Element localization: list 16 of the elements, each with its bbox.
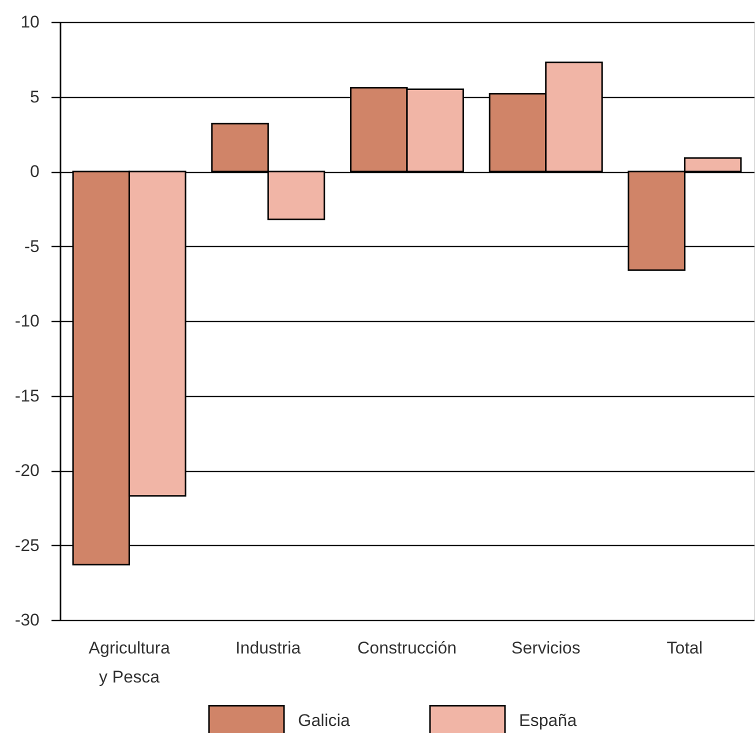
y-tick-label: -15 bbox=[14, 386, 40, 406]
x-tick-label: Servicios bbox=[511, 638, 580, 658]
y-tick-label: 10 bbox=[20, 12, 40, 32]
y-tick-label: 5 bbox=[30, 87, 40, 106]
legend-label: Galicia bbox=[298, 710, 351, 730]
x-tick-label: Construcción bbox=[357, 638, 457, 658]
x-tick-label: Industria bbox=[236, 638, 302, 658]
x-tick-label: Total bbox=[666, 638, 703, 658]
y-tick-label: 0 bbox=[30, 162, 40, 181]
y-tick-label: -25 bbox=[14, 536, 40, 555]
y-tick-label: -30 bbox=[14, 610, 40, 630]
y-tick-label: -5 bbox=[24, 236, 40, 256]
y-tick-label: -20 bbox=[14, 461, 40, 480]
x-tick-label: Agricultura y Pesca bbox=[88, 638, 170, 686]
legend-label: España bbox=[519, 710, 578, 730]
y-tick-label: -10 bbox=[14, 312, 40, 330]
